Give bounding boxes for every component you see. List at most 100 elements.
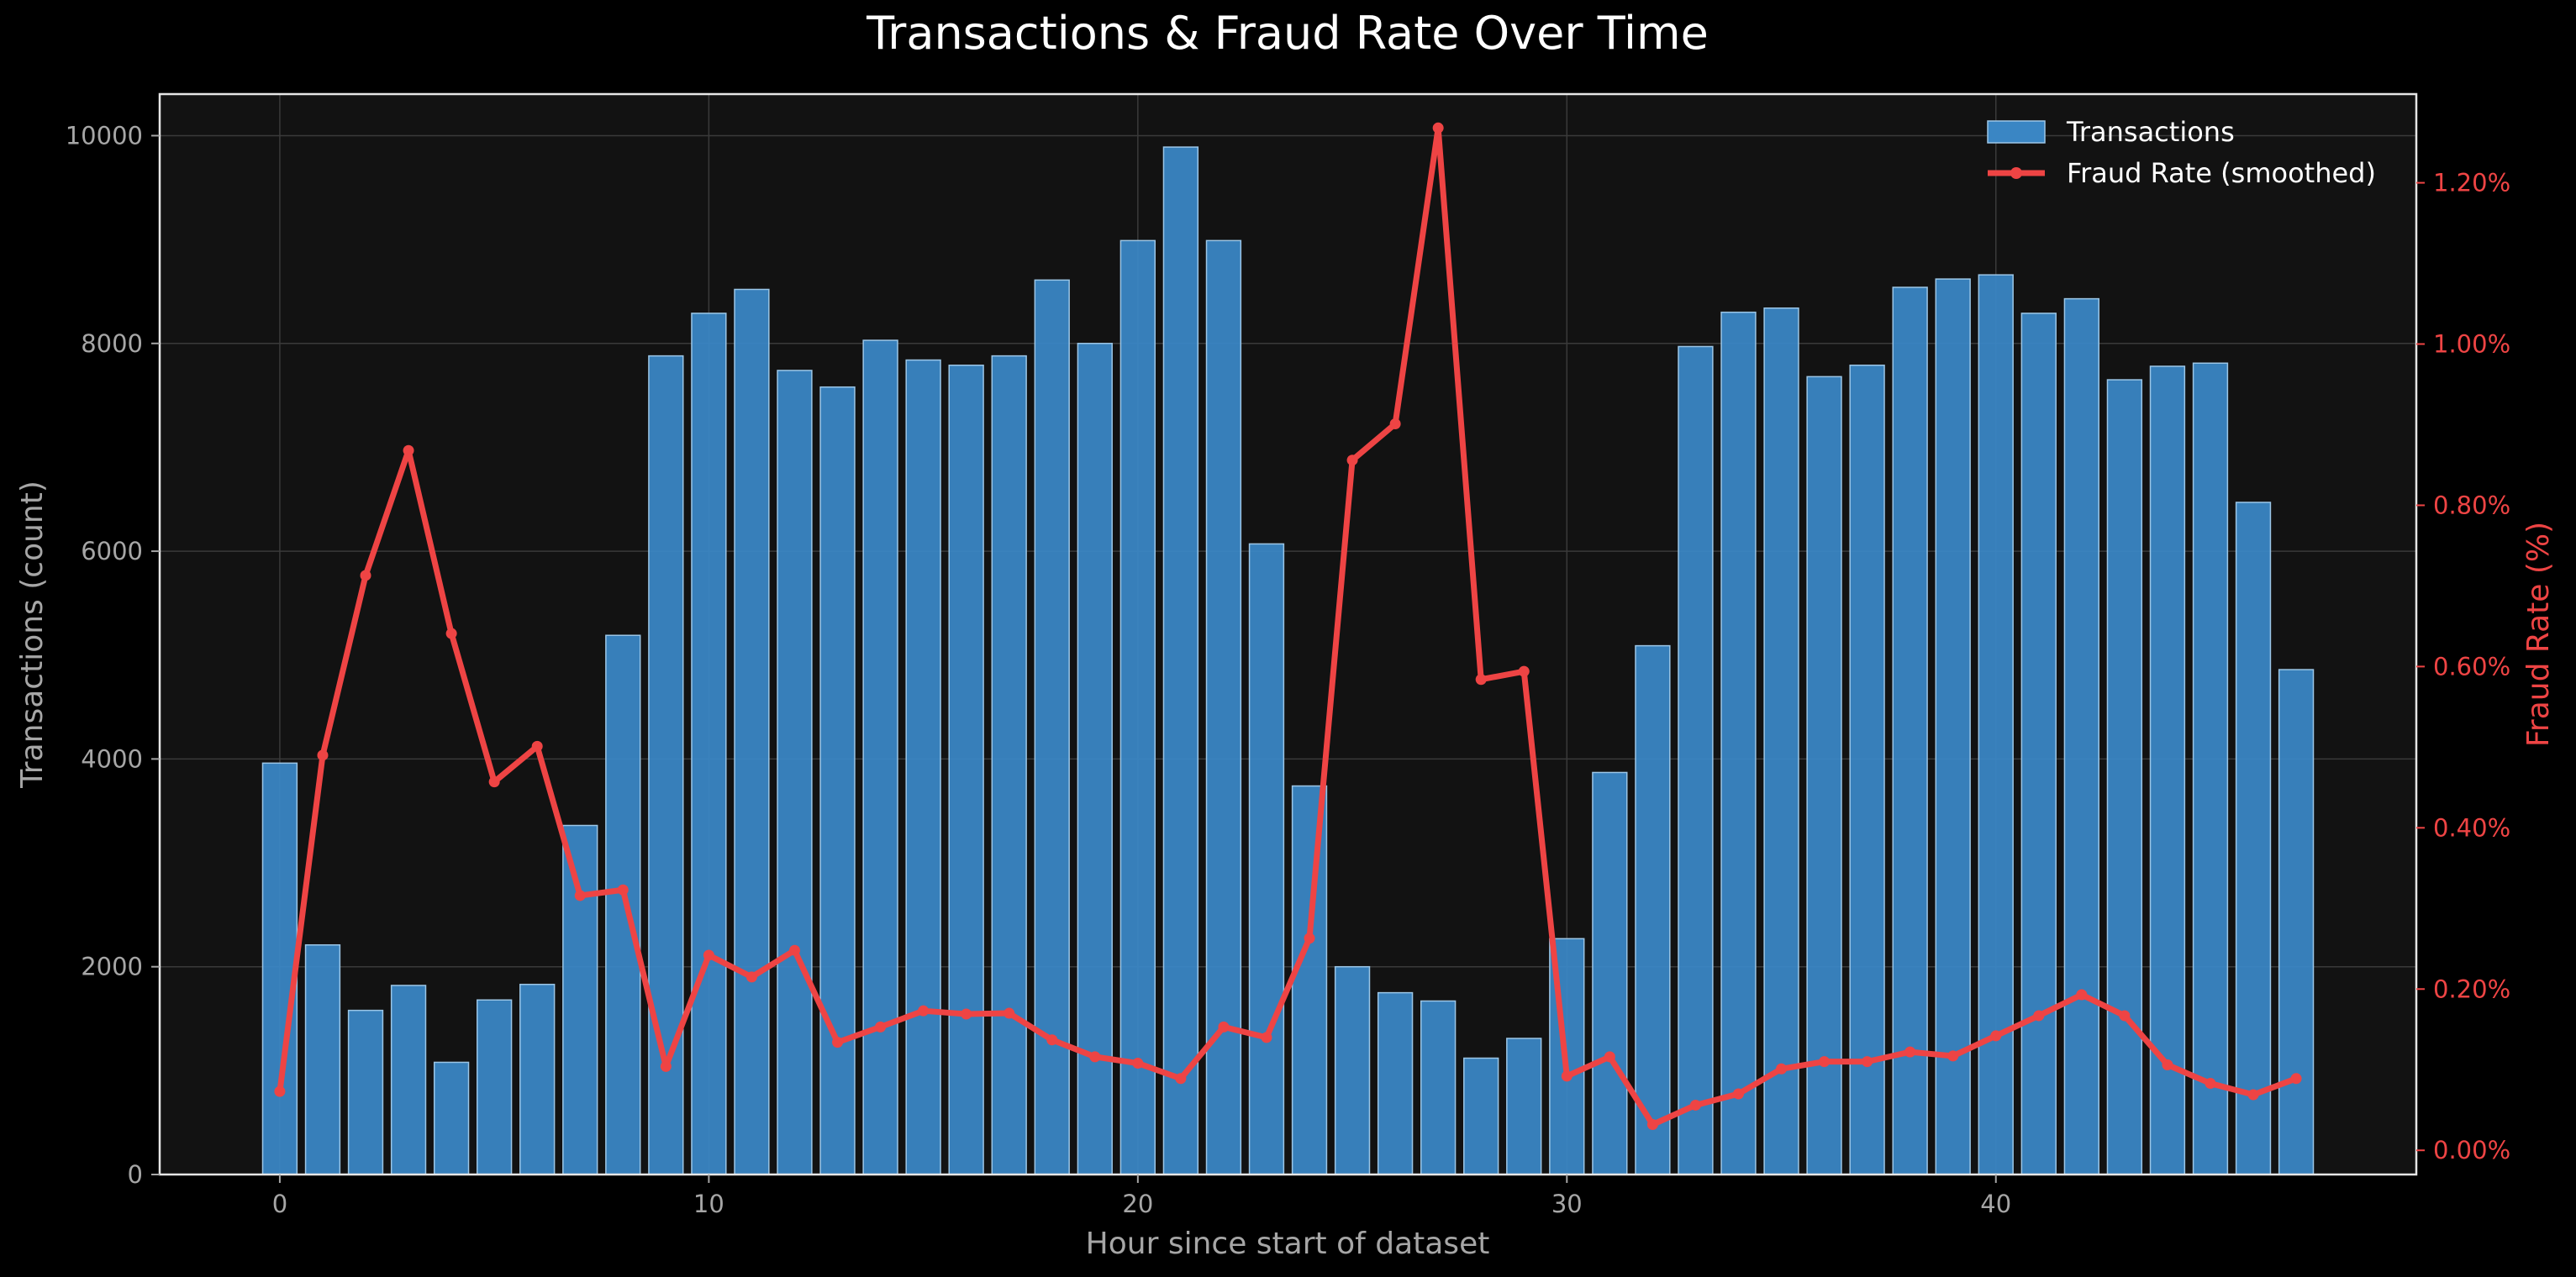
bar-transactions-hour-33	[1678, 345, 1714, 1175]
x-tick-label: 30	[1551, 1190, 1583, 1218]
bar-transactions-hour-46	[2235, 502, 2272, 1175]
legend-label-fraud-rate: Fraud Rate (smoothed)	[2067, 157, 2376, 189]
point-fraud-rate-hour-27	[1432, 122, 1444, 134]
point-fraud-rate-hour-41	[2033, 1010, 2045, 1022]
bar-transactions-hour-25	[1334, 965, 1371, 1175]
bar-transactions-hour-24	[1291, 785, 1328, 1175]
bar-transactions-hour-43	[2106, 379, 2143, 1175]
point-fraud-rate-hour-0	[274, 1085, 286, 1097]
point-fraud-rate-hour-17	[1004, 1007, 1015, 1019]
bar-transactions-hour-37	[1849, 364, 1885, 1175]
point-fraud-rate-hour-38	[1904, 1046, 1916, 1058]
point-fraud-rate-hour-16	[961, 1008, 972, 1020]
bar-transactions-hour-7	[562, 824, 598, 1175]
y-axis-label: Transactions (count)	[15, 481, 50, 789]
line-series-fraud-rate	[274, 122, 2302, 1130]
point-fraud-rate-hour-15	[918, 1005, 930, 1017]
y2-tick-label: 0.20%	[2433, 975, 2510, 1003]
point-fraud-rate-hour-33	[1689, 1099, 1701, 1111]
bar-transactions-hour-32	[1635, 644, 1671, 1175]
point-fraud-rate-hour-19	[1089, 1051, 1101, 1063]
bar-transactions-hour-38	[1892, 286, 1928, 1175]
y-tick-label: 2000	[81, 953, 143, 981]
y-tick-label: 6000	[81, 537, 143, 565]
x-tick-label: 40	[1980, 1190, 2011, 1218]
point-fraud-rate-hour-47	[2290, 1073, 2302, 1085]
point-fraud-rate-hour-4	[445, 628, 457, 639]
point-fraud-rate-hour-42	[2076, 989, 2088, 1001]
bar-transactions-hour-29	[1506, 1038, 1542, 1175]
point-fraud-rate-hour-28	[1475, 674, 1487, 686]
bar-transactions-hour-21	[1162, 146, 1199, 1175]
bar-transactions-hour-10	[691, 313, 727, 1175]
point-fraud-rate-hour-1	[317, 749, 329, 761]
point-fraud-rate-hour-9	[660, 1060, 672, 1072]
y-tick-label: 4000	[81, 744, 143, 773]
bar-transactions-hour-44	[2149, 365, 2186, 1175]
chart-title: Transactions & Fraud Rate Over Time	[866, 7, 1709, 60]
point-fraud-rate-hour-26	[1389, 418, 1401, 430]
y2-axis-ticks: 0.00% 0.20% 0.40% 0.60% 0.80% 1.00% 1.20%	[2416, 169, 2510, 1164]
point-fraud-rate-hour-37	[1862, 1056, 1873, 1068]
bar-transactions-hour-0	[261, 762, 298, 1175]
point-fraud-rate-hour-23	[1261, 1032, 1272, 1043]
bar-transactions-hour-4	[433, 1061, 470, 1175]
bar-transactions-hour-41	[2020, 313, 2057, 1175]
y2-axis-label: Fraud Rate (%)	[2521, 522, 2556, 747]
bar-transactions-hour-22	[1205, 239, 1242, 1175]
point-fraud-rate-hour-29	[1518, 665, 1530, 677]
bar-transactions-hour-15	[905, 359, 941, 1175]
point-fraud-rate-hour-36	[1819, 1056, 1831, 1068]
x-tick-label: 10	[693, 1190, 724, 1218]
y2-tick-label: 0.00%	[2433, 1136, 2510, 1164]
bar-transactions-hour-12	[777, 370, 813, 1175]
point-fraud-rate-hour-45	[2205, 1078, 2216, 1090]
bar-transactions-hour-18	[1034, 279, 1070, 1175]
y2-tick-label: 0.40%	[2433, 813, 2510, 842]
bar-transactions-hour-1	[304, 943, 341, 1175]
bar-transactions-hour-31	[1592, 771, 1628, 1175]
bar-transactions-hour-45	[2192, 362, 2229, 1175]
point-fraud-rate-hour-5	[488, 776, 500, 788]
point-fraud-rate-hour-32	[1646, 1118, 1658, 1130]
point-fraud-rate-hour-10	[703, 949, 714, 961]
legend-marker-fraud-rate	[2010, 167, 2022, 179]
bar-transactions-hour-6	[519, 983, 556, 1175]
legend-swatch-transactions	[1987, 120, 2046, 144]
point-fraud-rate-hour-12	[788, 944, 800, 956]
bar-transactions-hour-42	[2063, 297, 2100, 1175]
line-fraud-rate	[277, 124, 2298, 1127]
bar-transactions-hour-23	[1248, 543, 1285, 1175]
x-tick-label: 0	[272, 1190, 287, 1218]
point-fraud-rate-hour-18	[1046, 1034, 1058, 1046]
y-tick-label: 8000	[81, 329, 143, 358]
bar-transactions-hour-34	[1720, 311, 1757, 1175]
x-tick-label: 20	[1122, 1190, 1153, 1218]
bar-transactions-hour-26	[1377, 991, 1414, 1175]
point-fraud-rate-hour-14	[875, 1021, 887, 1033]
y-tick-label: 0	[128, 1160, 143, 1189]
point-fraud-rate-hour-6	[531, 740, 543, 752]
point-fraud-rate-hour-2	[360, 570, 371, 581]
point-fraud-rate-hour-39	[1947, 1050, 1959, 1062]
bar-transactions-hour-5	[476, 999, 513, 1175]
point-fraud-rate-hour-8	[617, 884, 629, 896]
bar-transactions-hour-36	[1806, 376, 1842, 1175]
bar-transactions-hour-35	[1763, 307, 1799, 1175]
bar-transactions-hour-47	[2278, 669, 2315, 1175]
bar-transactions-hour-19	[1077, 343, 1113, 1175]
bar-transactions-hour-2	[347, 1009, 384, 1175]
bar-transactions-hour-9	[648, 355, 684, 1175]
point-fraud-rate-hour-44	[2162, 1059, 2173, 1070]
y2-tick-label: 1.20%	[2433, 169, 2510, 197]
bar-transactions-hour-3	[390, 985, 427, 1175]
bar-transactions-hour-20	[1119, 239, 1156, 1175]
point-fraud-rate-hour-31	[1604, 1051, 1615, 1063]
plot-frame	[158, 92, 2418, 1176]
bar-transactions-hour-39	[1935, 278, 1971, 1175]
legend: Transactions Fraud Rate (smoothed)	[1987, 116, 2376, 189]
y-axis-ticks: 0 2000 4000 6000 8000 10000	[66, 121, 160, 1189]
bar-transactions-hour-28	[1463, 1057, 1499, 1175]
point-fraud-rate-hour-3	[403, 444, 414, 456]
